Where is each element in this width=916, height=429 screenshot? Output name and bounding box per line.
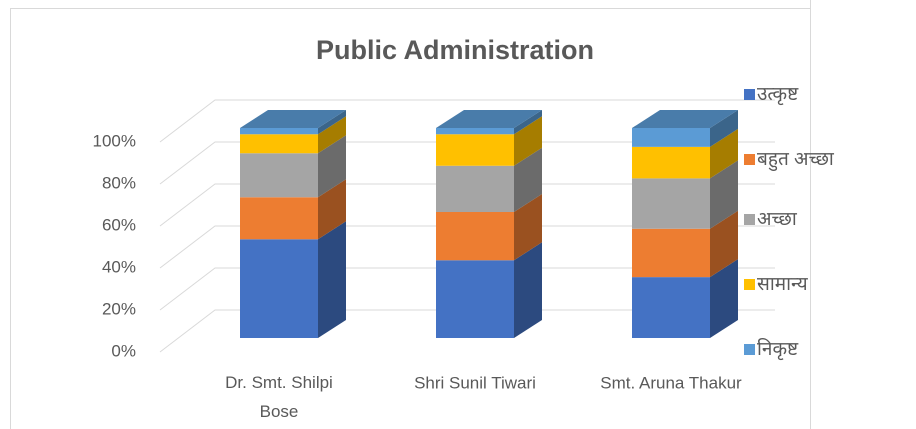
bar-top bbox=[436, 110, 542, 128]
legend-swatch bbox=[744, 214, 755, 225]
bar-front bbox=[436, 260, 514, 338]
bar-front bbox=[436, 134, 514, 166]
bar-side bbox=[514, 110, 542, 135]
bar-segment bbox=[632, 210, 738, 278]
bar-top bbox=[632, 110, 738, 128]
bar-segment bbox=[632, 110, 738, 147]
y-tick-label: 20% bbox=[102, 299, 136, 318]
bar-front bbox=[240, 134, 318, 154]
bar-segment bbox=[436, 116, 542, 166]
bar-side bbox=[318, 110, 346, 135]
bar-side bbox=[710, 259, 738, 338]
bar-segment bbox=[632, 160, 738, 229]
legend-swatch bbox=[744, 279, 755, 290]
grid-line bbox=[159, 141, 775, 185]
bar-segment bbox=[632, 259, 738, 338]
bar-side bbox=[514, 242, 542, 338]
bar-segment bbox=[240, 221, 346, 338]
bar-side bbox=[710, 210, 738, 278]
bar-front bbox=[240, 197, 318, 240]
bar-side bbox=[318, 116, 346, 154]
y-tick-label: 60% bbox=[102, 215, 136, 234]
bar-side bbox=[710, 160, 738, 229]
y-tick-label: 80% bbox=[102, 173, 136, 192]
x-tick-label: Smt. Aruna Thakur bbox=[600, 373, 742, 392]
bar-front bbox=[632, 146, 710, 179]
bar-front bbox=[632, 277, 710, 338]
bar-side bbox=[710, 110, 738, 147]
bar-front bbox=[632, 178, 710, 229]
legend-swatch bbox=[744, 89, 755, 100]
y-tick-label: 0% bbox=[111, 341, 136, 360]
legend-label: निकृष्ट bbox=[757, 337, 799, 361]
grid-line bbox=[159, 99, 775, 143]
grid-line bbox=[159, 183, 775, 227]
x-tick-label: Dr. Smt. Shilpi Bose bbox=[225, 373, 333, 421]
legend-label: सामान्य bbox=[757, 274, 809, 295]
bar-top bbox=[240, 110, 346, 128]
bar-segment bbox=[436, 110, 542, 135]
bar-side bbox=[514, 194, 542, 261]
bar-segment bbox=[240, 135, 346, 198]
bar-front bbox=[240, 239, 318, 338]
legend-swatch bbox=[744, 344, 755, 355]
legend-swatch bbox=[744, 154, 755, 165]
bar-front bbox=[632, 128, 710, 147]
bar-segment bbox=[436, 242, 542, 338]
y-tick-label: 100% bbox=[93, 131, 136, 150]
bar-segment bbox=[436, 147, 542, 212]
bar-side bbox=[318, 135, 346, 198]
legend-label: बहुत अच्छा bbox=[757, 149, 835, 172]
x-tick-label: Shri Sunil Tiwari bbox=[414, 373, 536, 392]
grid-line bbox=[159, 225, 775, 269]
bar-side bbox=[318, 179, 346, 240]
bar-front bbox=[436, 212, 514, 261]
bar-segment bbox=[632, 128, 738, 179]
bar-side bbox=[514, 147, 542, 212]
grid-line bbox=[159, 309, 775, 353]
y-tick-label: 40% bbox=[102, 257, 136, 276]
bar-segment bbox=[240, 116, 346, 154]
bar-segment bbox=[240, 179, 346, 240]
chart-title: Public Administration bbox=[316, 35, 594, 65]
bar-side bbox=[318, 221, 346, 338]
bar-segment bbox=[436, 194, 542, 261]
bar-front bbox=[436, 165, 514, 212]
bar-segment bbox=[240, 110, 346, 135]
grid-line bbox=[159, 267, 775, 311]
bar-side bbox=[514, 116, 542, 166]
legend-label: उत्कृष्ट bbox=[757, 84, 799, 106]
bar-front bbox=[436, 128, 514, 135]
bar-front bbox=[240, 128, 318, 135]
legend-label: अच्छा bbox=[757, 209, 798, 230]
bar-front bbox=[240, 153, 318, 198]
bar-side bbox=[710, 128, 738, 179]
bar-front bbox=[632, 228, 710, 278]
